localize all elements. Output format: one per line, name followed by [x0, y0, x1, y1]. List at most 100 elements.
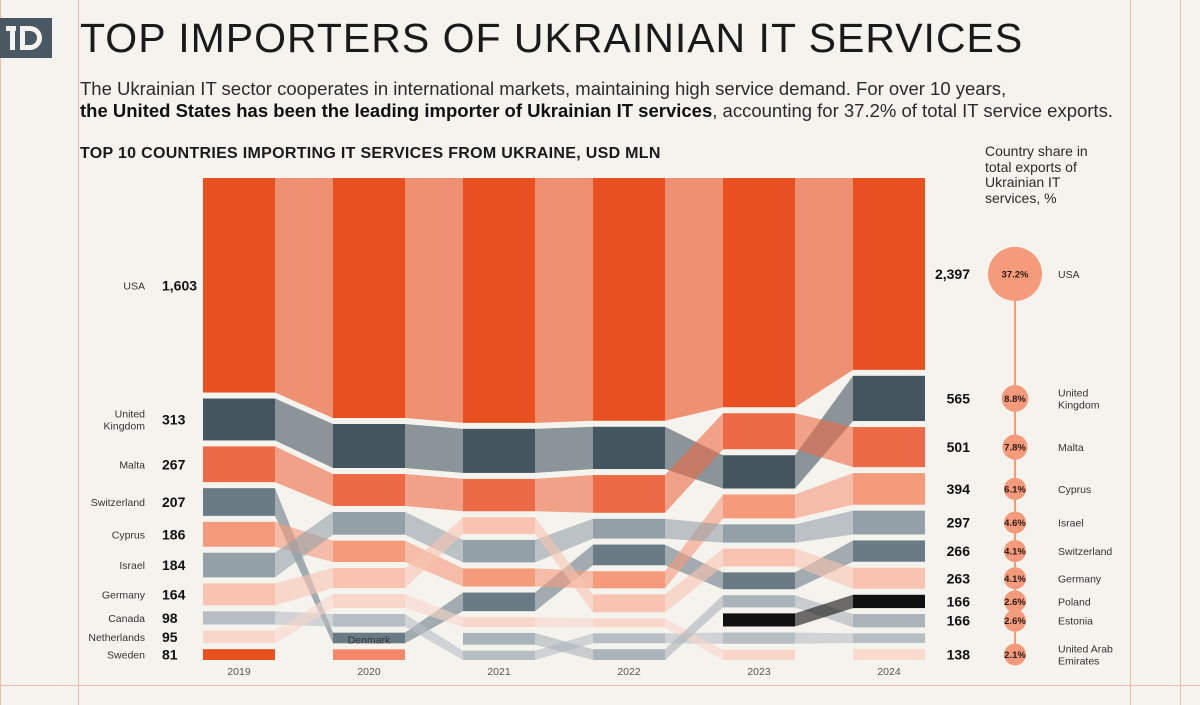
bar-malta-2024: [853, 427, 925, 468]
bar-united-kingdom-2021: [463, 428, 535, 473]
bar-sweden-2019: [203, 649, 275, 660]
right-label-cyprus: 394 6.1% Cyprus: [947, 477, 1091, 501]
share-label-poland: 2.6%: [1004, 597, 1026, 608]
bar-estonia-2022: [593, 649, 665, 660]
left-label-sweden: Sweden 81: [107, 647, 178, 663]
bar-malta-2022: [593, 475, 665, 513]
flow-netherlands-2020-2021: [405, 594, 463, 627]
bar-germany-2023: [723, 548, 795, 567]
bar-germany-2024: [853, 567, 925, 589]
flow-netherlands-2022-2023: [665, 618, 723, 660]
flow-canada-2023-2024: [795, 632, 853, 644]
right-label-usa: 2,397 37.2% USA: [935, 246, 1080, 301]
bar-united-kingdom-2020: [333, 424, 405, 468]
flow-germany-2020-2021: [405, 517, 463, 588]
flow-usa-2019-2020: [275, 178, 333, 418]
bar-estonia-2021: [463, 632, 535, 645]
year-label-2021: 2021: [487, 666, 511, 678]
right-label-switzerland: 266 4.1% Switzerland: [947, 540, 1112, 563]
share-circle-estonia: [1004, 609, 1026, 632]
right-value-switzerland: 266: [947, 543, 971, 559]
flow-estonia-2022-2023: [665, 595, 723, 660]
share-circle-usa: [988, 246, 1042, 301]
flow-cyprus-2022-2023: [665, 494, 723, 589]
right-name-united-kingdom-1: United: [1058, 387, 1089, 399]
bar-united-kingdom-2023: [723, 455, 795, 489]
bar-israel-2023: [723, 524, 795, 543]
right-name-poland: Poland: [1058, 596, 1091, 608]
flow-israel-2019-2020: [275, 512, 333, 578]
bar-united-arab-emirates-2024: [853, 648, 925, 660]
annotation-denmark: Denmark: [348, 634, 391, 646]
year-label-2019: 2019: [227, 666, 251, 678]
left-label-canada: Canada 98: [108, 610, 178, 626]
page-title: TOP IMPORTERS OF UKRAINIAN IT SERVICES: [80, 15, 1024, 61]
left-value-united-kingdom: 313: [162, 411, 186, 427]
left-label-netherlands: Netherlands 95: [88, 629, 177, 645]
left-label-switzerland: Switzerland 207: [91, 494, 186, 510]
bar-denmark-2020: [333, 649, 405, 660]
bar-switzerland-2022: [593, 544, 665, 566]
bar-estonia-2023: [723, 595, 795, 608]
bar-switzerland-2019: [203, 488, 275, 516]
right-value-united-arab-emirates: 138: [947, 646, 971, 662]
bar-usa-2019: [203, 178, 275, 393]
right-value-israel: 297: [947, 515, 971, 531]
share-circle-israel: [1004, 511, 1026, 534]
left-label-usa: USA 1,603: [123, 277, 197, 293]
bar-israel-2021: [463, 539, 535, 563]
right-name-israel: Israel: [1058, 518, 1084, 530]
bar-cyprus-2022: [593, 571, 665, 589]
share-label-estonia: 2.6%: [1004, 616, 1026, 627]
year-label-2020: 2020: [357, 666, 381, 678]
bar-netherlands-2023: [723, 649, 795, 660]
left-label-germany: Germany 164: [102, 586, 186, 602]
bar-netherlands-2021: [463, 617, 535, 627]
share-circle-united-kingdom: [1001, 385, 1029, 412]
bar-malta-2021: [463, 478, 535, 512]
bar-usa-2021: [463, 178, 535, 423]
right-name-estonia: Estonia: [1058, 616, 1093, 628]
right-label-germany: 263 4.1% Germany: [947, 567, 1102, 590]
right-value-malta: 501: [947, 439, 971, 455]
bar-netherlands-2022: [593, 618, 665, 628]
bar-germany-2021: [463, 517, 535, 534]
left-value-malta: 267: [162, 456, 186, 472]
share-circle-united-arab-emirates: [1004, 643, 1026, 666]
year-bars: [203, 178, 925, 660]
bar-israel-2020: [333, 512, 405, 535]
share-label-cyprus: 6.1%: [1004, 484, 1026, 495]
left-value-switzerland: 207: [162, 494, 186, 510]
flow-estonia-2021-2022: [535, 632, 593, 660]
bar-estonia-2024: [853, 614, 925, 628]
bar-netherlands-2019: [203, 630, 275, 644]
bar-canada-2019: [203, 611, 275, 625]
bar-usa-2023: [723, 178, 795, 408]
right-value-united-kingdom: 565: [947, 390, 971, 406]
right-value-cyprus: 394: [947, 481, 971, 497]
bar-canada-2020: [333, 614, 405, 627]
flow-germany-2022-2023: [665, 548, 723, 613]
flow-united-kingdom-2021-2022: [535, 426, 593, 473]
flow-usa-2023-2024: [795, 178, 853, 408]
intro-start: The Ukrainian IT sector cooperates in in…: [80, 78, 1007, 99]
right-label-israel: 297 4.6% Israel: [947, 511, 1084, 534]
left-name-sweden: Sweden: [107, 650, 145, 662]
flow-usa-2021-2022: [535, 178, 593, 423]
share-circle-poland: [1004, 590, 1026, 613]
bar-germany-2019: [203, 583, 275, 606]
right-label-estonia: 166 2.6% Estonia: [947, 609, 1093, 632]
flow-malta-2020-2021: [405, 474, 463, 512]
left-name-germany: Germany: [102, 589, 146, 601]
bar-canada-2023: [723, 632, 795, 644]
bar-usa-2024: [853, 178, 925, 370]
right-label-poland: 166 2.6% Poland: [947, 590, 1091, 613]
bar-israel-2024: [853, 510, 925, 535]
bar-cyprus-2021: [463, 568, 535, 587]
share-circle-switzerland: [1004, 540, 1026, 563]
left-name-united-kingdom-2: Kingdom: [104, 420, 146, 432]
bar-cyprus-2024: [853, 473, 925, 505]
bar-canada-2021: [463, 650, 535, 660]
